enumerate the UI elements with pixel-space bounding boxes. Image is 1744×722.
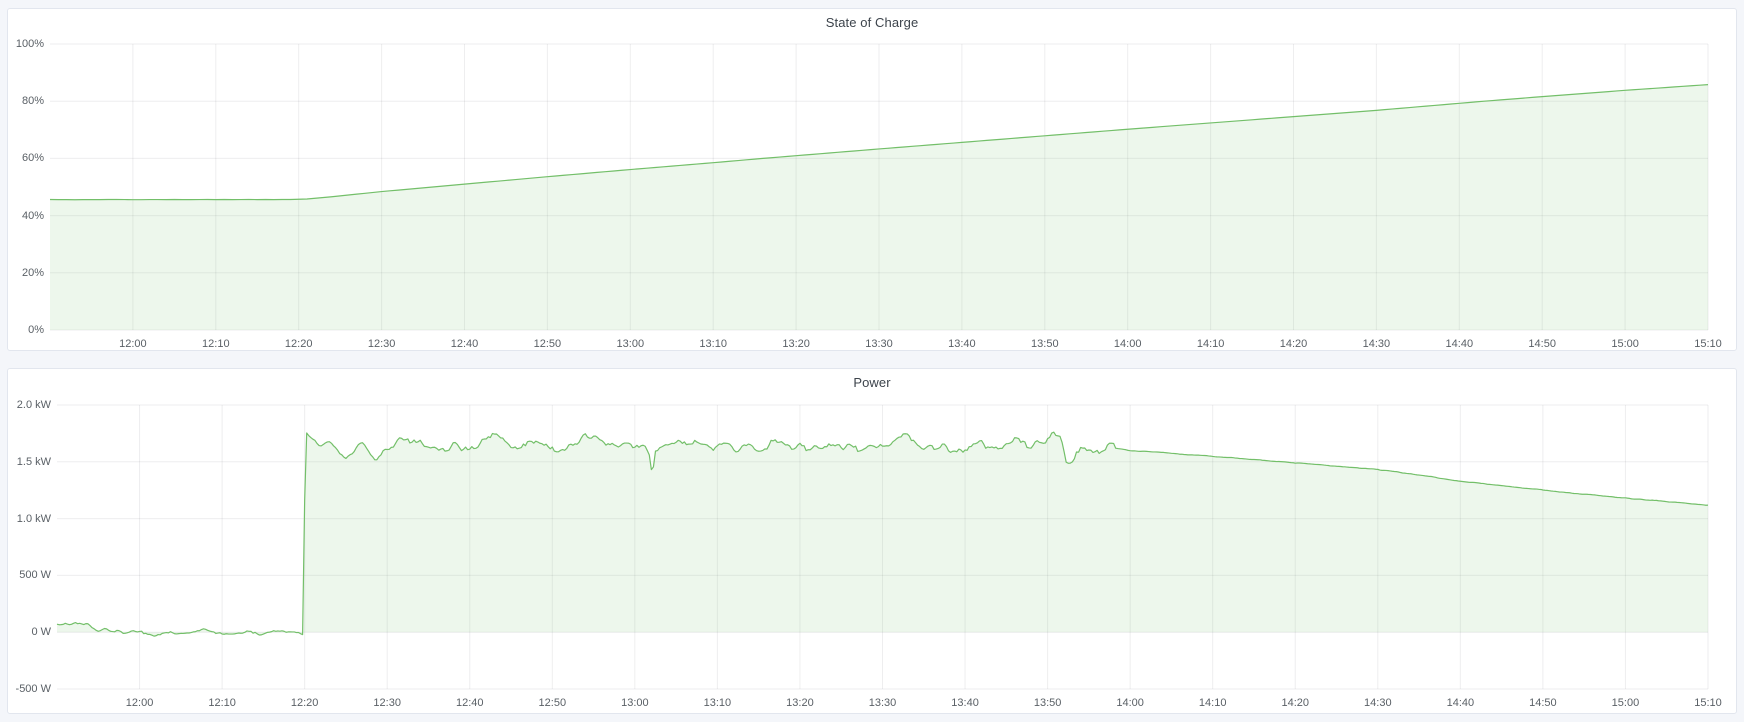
x-axis-label: 13:40 xyxy=(951,697,979,709)
x-axis-label: 12:20 xyxy=(290,697,319,709)
x-axis-label: 14:10 xyxy=(1198,697,1227,709)
x-axis-label: 13:50 xyxy=(1033,697,1062,709)
x-axis-label: 12:00 xyxy=(125,697,154,709)
x-axis-label: 12:30 xyxy=(373,697,401,709)
x-axis-label: 14:30 xyxy=(1362,338,1391,350)
x-axis-label: 14:30 xyxy=(1364,697,1392,709)
y-axis-label: 0% xyxy=(28,324,44,336)
x-axis-label: 14:20 xyxy=(1279,338,1308,350)
x-axis-label: 13:40 xyxy=(948,338,976,350)
x-axis-label: 15:10 xyxy=(1694,697,1722,709)
x-axis-label: 12:40 xyxy=(455,697,484,709)
y-axis-label: 1.0 kW xyxy=(16,512,51,525)
panel-power: Power -500 W 0 W 500 W 1.0 kW 1.5 kW 2.0 kW 12… xyxy=(7,368,1737,714)
x-axis-label: 14:10 xyxy=(1196,338,1225,350)
x-axis-label: 14:50 xyxy=(1528,338,1556,350)
y-axis-label: 0 W xyxy=(31,626,51,639)
gridlines xyxy=(50,43,1709,331)
x-axis-label: 12:10 xyxy=(208,697,236,709)
panel-title-power[interactable]: Power xyxy=(853,374,891,390)
y-axis-label: 20% xyxy=(21,266,44,279)
x-axis-label: 15:00 xyxy=(1611,338,1639,350)
x-axis-label: 13:20 xyxy=(786,697,814,709)
x-axis-label: 15:00 xyxy=(1611,697,1640,709)
panel-state-of-charge: State of Charge 0% 20% 40% 60% 80% 100% 12:00 1… xyxy=(7,8,1737,351)
x-axis-label: 13:50 xyxy=(1031,338,1059,350)
x-axis-label: 12:20 xyxy=(284,338,313,350)
series-line xyxy=(49,84,1709,201)
y-axis-label: 100% xyxy=(15,38,44,50)
panel-header: State of Charge xyxy=(8,9,1736,35)
x-axis-label: 12:10 xyxy=(202,338,230,350)
x-axis-label: 14:00 xyxy=(1113,338,1142,350)
x-axis-label: 15:10 xyxy=(1694,338,1722,350)
x-axis-label: 13:00 xyxy=(616,338,645,350)
x-axis-label: 13:10 xyxy=(703,697,732,709)
y-axis-label: 80% xyxy=(21,95,44,108)
x-axis-label: 13:00 xyxy=(621,697,649,709)
power-chart[interactable]: -500 W 0 W 500 W 1.0 kW 1.5 kW 2.0 kW 12:00 12:… xyxy=(8,369,1736,713)
y-axis-label: 40% xyxy=(21,209,44,222)
x-axis-label: 12:50 xyxy=(538,697,567,709)
x-axis-label: 13:10 xyxy=(699,338,727,350)
x-axis-label: 14:00 xyxy=(1116,697,1144,709)
panel-title-state-of-charge[interactable]: State of Charge xyxy=(825,14,919,30)
series-area xyxy=(57,432,1708,637)
y-axis-label: 500 W xyxy=(19,569,51,582)
x-axis-label: 13:30 xyxy=(868,697,897,709)
x-axis-label: 14:50 xyxy=(1529,697,1557,709)
x-axis-label: 13:20 xyxy=(782,338,810,350)
series-area xyxy=(50,84,1708,330)
y-axis-label: 1.5 kW xyxy=(16,455,51,468)
y-axis-label: 60% xyxy=(21,152,44,165)
x-axis-label: 12:30 xyxy=(367,338,396,350)
gridlines xyxy=(57,404,1709,690)
x-axis-label: 14:40 xyxy=(1445,338,1474,350)
x-axis-label: 14:20 xyxy=(1281,697,1310,709)
chart-canvas[interactable] xyxy=(8,9,1736,350)
y-axis-label: -500 W xyxy=(15,683,51,695)
x-axis-label: 12:00 xyxy=(119,338,147,350)
y-axis-label: 2.0 kW xyxy=(16,399,51,411)
x-axis-label: 12:40 xyxy=(450,338,479,350)
panel-header: Power xyxy=(8,369,1736,395)
series-line xyxy=(56,431,1709,637)
x-axis-label: 13:30 xyxy=(865,338,893,350)
x-axis-label: 14:40 xyxy=(1446,697,1475,709)
x-axis-label: 12:50 xyxy=(533,338,562,350)
state-of-charge-chart[interactable]: 0% 20% 40% 60% 80% 100% 12:00 12:10 12:20 12:30 12… xyxy=(8,9,1736,350)
chart-canvas[interactable] xyxy=(8,369,1736,713)
